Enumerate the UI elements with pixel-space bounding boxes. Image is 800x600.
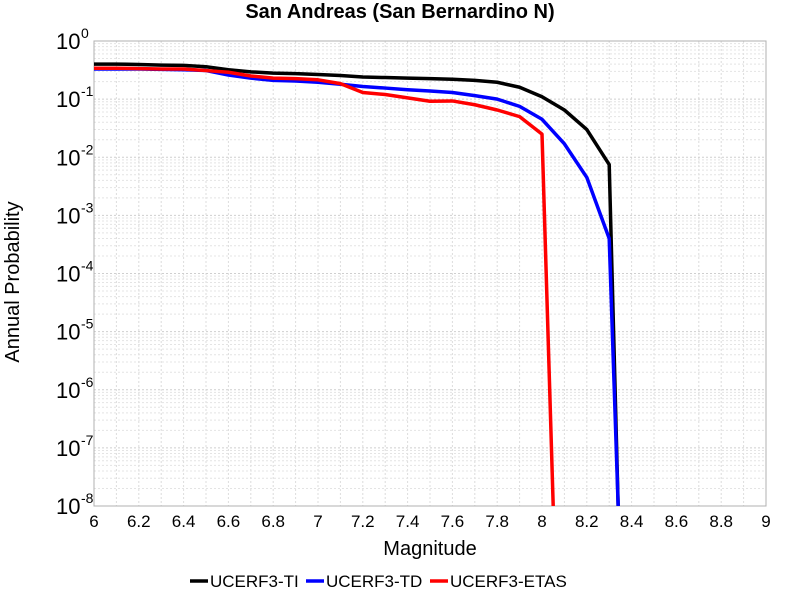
y-tick-base: 10 (56, 262, 80, 287)
legend-label: UCERF3-ETAS (450, 572, 567, 591)
x-tick-label: 7 (313, 512, 322, 531)
x-tick-label: 6.6 (217, 512, 241, 531)
y-tick-base: 10 (56, 494, 80, 519)
y-tick-label: 10 -2 (56, 141, 94, 170)
x-tick-label: 7.4 (396, 512, 420, 531)
x-tick-label: 6.2 (127, 512, 151, 531)
y-tick-label: 10 -4 (56, 258, 94, 287)
x-tick-label: 6.4 (172, 512, 196, 531)
y-axis-label: Annual Probability (2, 201, 24, 362)
y-tick-exponent: 0 (81, 25, 89, 41)
y-tick-exponent: -3 (81, 199, 94, 215)
y-tick-label: 10 -1 (56, 83, 94, 112)
legend-label: UCERF3-TI (210, 572, 299, 591)
x-tick-label: 8.4 (620, 512, 644, 531)
y-tick-exponent: -1 (81, 83, 94, 99)
series-layer (94, 62, 620, 507)
x-tick-label: 6.8 (261, 512, 285, 531)
y-tick-exponent: -5 (81, 316, 94, 332)
y-tick-exponent: -6 (81, 374, 94, 390)
x-axis-ticks: 6 6.2 6.4 6.6 6.8 7 7.2 7.4 7.6 7.8 8 8.2 8.4 8.6 8.8 9 (89, 512, 770, 531)
y-tick-base: 10 (56, 145, 80, 170)
y-tick-base: 10 (56, 378, 80, 403)
y-tick-label: 10 -5 (56, 316, 94, 345)
y-tick-base: 10 (56, 436, 80, 461)
y-tick-label: 10 -3 (56, 199, 94, 228)
y-tick-base: 10 (56, 87, 80, 112)
legend-item: UCERF3-TD (306, 572, 422, 591)
x-tick-label: 8.2 (575, 512, 599, 531)
series-line-ucerf3-etas (94, 66, 555, 507)
y-tick-exponent: -7 (81, 432, 94, 448)
chart-title: San Andreas (San Bernardino N) (245, 1, 554, 23)
y-tick-label: 10 0 (56, 25, 89, 54)
x-tick-label: 7.6 (441, 512, 465, 531)
y-tick-label: 10 -8 (56, 490, 94, 519)
x-tick-label: 8.8 (709, 512, 733, 531)
y-tick-label: 10 -6 (56, 374, 94, 403)
y-tick-base: 10 (56, 29, 80, 54)
x-tick-label: 6 (89, 512, 98, 531)
x-tick-label: 7.8 (485, 512, 509, 531)
series-line-ucerf3-ti (94, 62, 620, 507)
x-tick-label: 8.6 (665, 512, 689, 531)
legend-item: UCERF3-ETAS (430, 572, 567, 591)
y-tick-base: 10 (56, 203, 80, 228)
legend-item: UCERF3-TI (190, 572, 299, 591)
y-tick-label: 10 -7 (56, 432, 94, 461)
legend-label: UCERF3-TD (326, 572, 422, 591)
plot-area-frame (93, 40, 767, 507)
legend: UCERF3-TI UCERF3-TD UCERF3-ETAS (190, 572, 567, 591)
x-tick-label: 8 (537, 512, 546, 531)
x-tick-label: 7.2 (351, 512, 375, 531)
x-axis-label: Magnitude (383, 538, 476, 560)
y-tick-exponent: -4 (81, 258, 94, 274)
y-tick-exponent: -2 (81, 141, 94, 157)
x-tick-label: 9 (761, 512, 770, 531)
y-tick-exponent: -8 (81, 490, 94, 506)
y-tick-base: 10 (56, 320, 80, 345)
grid (93, 41, 767, 507)
